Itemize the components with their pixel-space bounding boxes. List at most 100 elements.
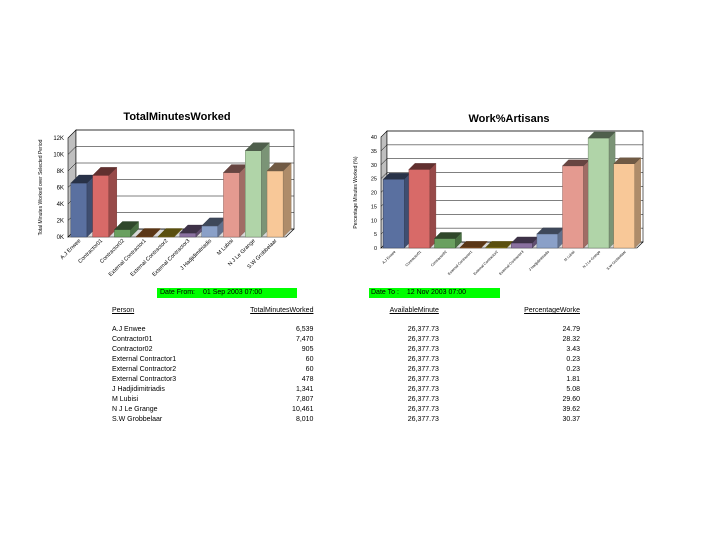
cell-available-minute: 26,377.73 bbox=[407, 405, 439, 413]
bar-front bbox=[114, 229, 131, 238]
table-row: J Hadjidimitriadis 1,341 26,377.73 5.08 bbox=[112, 384, 582, 394]
bar-front bbox=[613, 163, 635, 249]
y-tick-label: 30 bbox=[371, 163, 377, 169]
x-tick-label: N J Le Grange bbox=[582, 250, 601, 269]
chart-title: Work%Artisans bbox=[468, 113, 549, 125]
bar-front bbox=[536, 233, 559, 249]
bar bbox=[92, 166, 118, 238]
bar-top bbox=[244, 142, 270, 151]
cell-person: S.W Grobbelaar bbox=[112, 415, 163, 423]
x-tick-label: J Hadjidimitriadis bbox=[528, 250, 550, 272]
cell-total-minutes: 905 bbox=[301, 345, 314, 353]
y-tick-label: 6K bbox=[57, 186, 64, 192]
header-total-minutes: TotalMinutesWorked bbox=[250, 307, 314, 314]
cell-total-minutes: 6,539 bbox=[295, 325, 314, 333]
cell-total-minutes: 60 bbox=[305, 355, 314, 363]
bar-front bbox=[266, 170, 284, 238]
y-tick-label: 2K bbox=[57, 219, 64, 225]
x-tick-label: External Contractor1 bbox=[108, 238, 148, 278]
cell-person: Contractor01 bbox=[112, 335, 153, 343]
header-person: Person bbox=[112, 307, 135, 314]
bar-front bbox=[92, 175, 109, 238]
gridline bbox=[380, 130, 643, 138]
table-body: A.J Enwee 6,539 26,377.73 24.79 Contractor01… bbox=[112, 320, 582, 424]
bar bbox=[485, 240, 514, 249]
y-tick-label: 20 bbox=[371, 191, 377, 197]
table-row: Contractor02 905 26,377.73 3.43 bbox=[112, 344, 582, 354]
bar-front bbox=[587, 137, 610, 249]
y-tick-label: 25 bbox=[371, 177, 377, 183]
x-tick-label: External Contractor3 bbox=[151, 238, 191, 278]
cell-percentage: 39.62 bbox=[562, 405, 580, 413]
bar-front bbox=[179, 232, 197, 238]
cell-percentage: 5.08 bbox=[566, 385, 580, 393]
cell-total-minutes: 8,010 bbox=[295, 415, 314, 423]
cell-total-minutes: 478 bbox=[301, 375, 314, 383]
bar bbox=[587, 131, 616, 249]
cell-percentage: 28.32 bbox=[562, 335, 580, 343]
header-percentage: PercentageWorke bbox=[524, 307, 580, 314]
cell-percentage: 29.60 bbox=[562, 395, 580, 403]
cell-available-minute: 26,377.73 bbox=[407, 415, 439, 423]
bar-top bbox=[613, 157, 642, 164]
y-tick-label: 0K bbox=[57, 235, 64, 241]
date-to-value: 12 Nov 2003 07:00 bbox=[406, 289, 467, 296]
table-row: N J Le Grange 10,461 26,377.73 39.62 bbox=[112, 404, 582, 414]
cell-person: A.J Enwee bbox=[112, 325, 146, 333]
bar-top bbox=[434, 232, 462, 239]
x-tick-label: Contractor01 bbox=[405, 250, 423, 268]
bar-side bbox=[108, 166, 117, 238]
y-tick-label: 10K bbox=[53, 153, 64, 159]
date-from-label: Date From: bbox=[160, 289, 196, 296]
cell-available-minute: 26,377.73 bbox=[407, 395, 439, 403]
date-from-value: 01 Sep 2003 07:00 bbox=[202, 289, 263, 296]
bar bbox=[244, 142, 270, 238]
bar bbox=[536, 227, 565, 249]
cell-total-minutes: 60 bbox=[305, 365, 314, 373]
y-axis-label: Total Minutes Worked over Selected Perio… bbox=[38, 139, 44, 235]
y-tick-label: 40 bbox=[371, 135, 377, 141]
x-tick-label: A.J Enwee bbox=[382, 250, 397, 265]
y-tick-label: 10 bbox=[371, 218, 377, 224]
date-from-box: Date From: 01 Sep 2003 07:00 bbox=[157, 288, 297, 298]
bar-top bbox=[587, 131, 616, 139]
bar bbox=[266, 162, 292, 238]
table-row: M Lubisi 7,807 26,377.73 29.60 bbox=[112, 394, 582, 404]
header-available-minute: AvailableMinute bbox=[389, 307, 439, 314]
cell-person: External Contractor1 bbox=[112, 355, 177, 363]
cell-percentage: 0.23 bbox=[566, 355, 580, 363]
bar-front bbox=[562, 165, 584, 249]
x-tick-label: External Contractor3 bbox=[498, 250, 524, 276]
work-percent-chart: Work%Artisans 0 5 10 15 20 25 30 35 40 Percentage … bbox=[353, 113, 644, 276]
bar-top bbox=[113, 221, 140, 230]
bar-front bbox=[408, 169, 431, 249]
date-to-box: Date To : 12 Nov 2003 07:00 bbox=[369, 288, 500, 298]
gridline bbox=[67, 129, 294, 139]
cell-person: External Contractor3 bbox=[112, 375, 177, 383]
y-tick-label: 35 bbox=[371, 149, 377, 155]
bar-front bbox=[223, 172, 240, 238]
cell-available-minute: 26,377.73 bbox=[407, 385, 439, 393]
cell-person: N J Le Grange bbox=[112, 405, 158, 413]
y-tick-label: 5 bbox=[374, 232, 377, 238]
cell-available-minute: 26,377.73 bbox=[407, 325, 439, 333]
table-row: External Contractor2 60 26,377.73 0.23 bbox=[112, 364, 582, 374]
y-tick-label: 8K bbox=[57, 169, 64, 175]
chart-title: TotalMinutesWorked bbox=[123, 111, 230, 123]
bar-top bbox=[408, 163, 437, 170]
x-tick-label: External Contractor2 bbox=[130, 238, 170, 278]
bar-side bbox=[429, 162, 437, 249]
x-tick-label: S.W Grobbelaar bbox=[606, 249, 628, 271]
gridline bbox=[380, 172, 643, 179]
bar-top bbox=[459, 241, 488, 248]
x-tick-label: Contractor02 bbox=[430, 250, 448, 268]
bar bbox=[135, 228, 161, 238]
bar-front bbox=[70, 182, 88, 238]
x-tick-label: A.J Enwee bbox=[59, 238, 82, 261]
cell-percentage: 0.23 bbox=[566, 365, 580, 373]
bar bbox=[408, 162, 437, 249]
bar-front bbox=[434, 238, 456, 249]
table-row: S.W Grobbelaar 8,010 26,377.73 30.37 bbox=[112, 414, 582, 424]
bar bbox=[222, 164, 249, 238]
cell-person: M Lubisi bbox=[112, 395, 139, 403]
